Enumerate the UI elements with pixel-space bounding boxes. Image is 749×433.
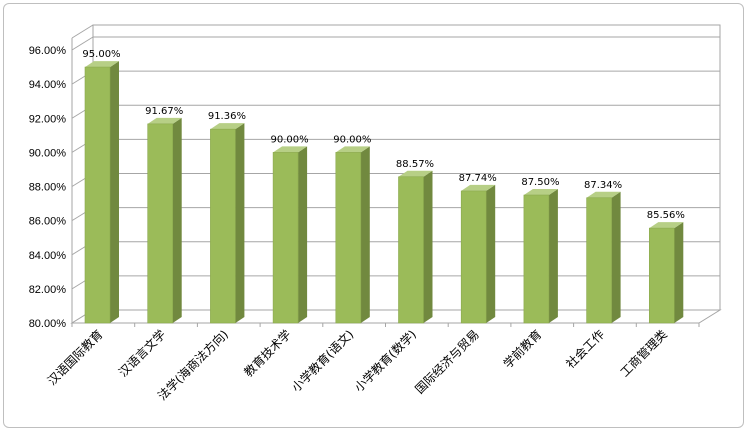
- category-label: 小学教育(语文): [288, 327, 356, 395]
- category-label: 汉语言文学: [115, 327, 168, 380]
- bar: [648, 227, 675, 324]
- bar-top: [210, 123, 245, 130]
- y-tick-label: 90.00%: [29, 147, 67, 159]
- data-label: 87.50%: [521, 177, 559, 188]
- bar: [147, 123, 173, 324]
- bar-side: [110, 61, 119, 323]
- side-wall-top: [71, 24, 94, 39]
- data-label: 87.34%: [584, 180, 622, 191]
- bar-top: [398, 170, 433, 177]
- bar: [84, 66, 111, 324]
- bar-side: [235, 123, 245, 323]
- bar-top: [586, 191, 621, 198]
- y-tick-label: 96.00%: [29, 45, 67, 57]
- bar: [460, 190, 487, 324]
- data-label: 95.00%: [82, 49, 120, 60]
- category-label: 小学教育(数学): [351, 327, 419, 395]
- bar: [586, 197, 612, 324]
- bar-top: [523, 189, 558, 196]
- bar-top: [85, 61, 119, 68]
- category-label: 汉语国际教育: [44, 327, 106, 389]
- data-label: 85.56%: [647, 210, 685, 221]
- category-label: 工商管理类: [617, 327, 670, 380]
- y-tick-label: 84.00%: [29, 250, 67, 262]
- bar: [210, 128, 236, 324]
- bar: [523, 194, 550, 324]
- data-labels: 95.00% 91.67% 91.36% 90.00% 90.00% 88.57% 87.7…: [82, 49, 684, 221]
- bar: [272, 152, 299, 324]
- y-tick-label: 80.00%: [29, 318, 67, 330]
- bar-top: [147, 117, 182, 124]
- bar-side: [360, 146, 370, 323]
- data-label: 87.74%: [459, 173, 497, 184]
- category-label: 教育技术学: [241, 327, 294, 380]
- y-tick-label: 94.00%: [29, 79, 67, 91]
- bar-side: [298, 146, 308, 323]
- data-label: 90.00%: [271, 134, 309, 145]
- y-axis: 80.00% 82.00% 84.00% 86.00% 88.00% 90.00% 92.0…: [29, 24, 700, 330]
- y-tick-label: 88.00%: [29, 182, 67, 194]
- y-tick-label: 86.00%: [29, 216, 67, 228]
- bar-side: [486, 184, 496, 323]
- bar-side: [172, 117, 182, 324]
- category-label: 学前教育: [500, 327, 545, 372]
- data-label: 90.00%: [333, 134, 371, 145]
- bar-top: [649, 222, 684, 229]
- bar-side: [548, 189, 558, 323]
- bar-top: [273, 146, 308, 153]
- bar-side: [423, 170, 433, 323]
- gridline-side: [71, 36, 94, 51]
- bar-side: [674, 222, 684, 323]
- data-label: 88.57%: [396, 159, 434, 170]
- category-label: 国际经济与贸易: [412, 327, 482, 397]
- bar-top: [335, 146, 370, 153]
- category-label: 社会工作: [563, 327, 608, 372]
- y-tick-label: 82.00%: [29, 284, 67, 296]
- bar-side: [611, 191, 621, 323]
- bar: [335, 152, 362, 324]
- data-label: 91.67%: [145, 106, 183, 117]
- bar: [398, 176, 424, 324]
- y-tick-label: 92.00%: [29, 113, 67, 125]
- bar-top: [461, 184, 496, 191]
- bars: [84, 61, 684, 324]
- data-label: 91.36%: [208, 111, 246, 122]
